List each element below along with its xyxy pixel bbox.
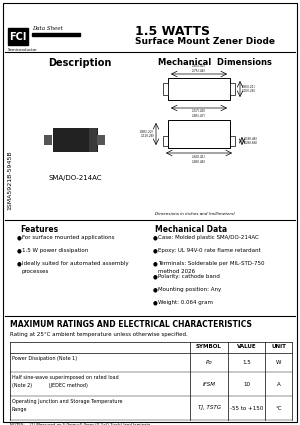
Text: 1.5 WATTS: 1.5 WATTS <box>135 25 210 38</box>
Text: Polarity: cathode band: Polarity: cathode band <box>158 274 220 279</box>
Text: Mechanical  Dimensions: Mechanical Dimensions <box>158 58 272 67</box>
Text: Range: Range <box>12 407 28 412</box>
Text: A: A <box>277 382 280 386</box>
Text: Ideally suited for automated assembly: Ideally suited for automated assembly <box>22 261 129 266</box>
Text: 1SMA5921B-5945B: 1SMA5921B-5945B <box>8 150 13 210</box>
Text: FCI: FCI <box>9 32 27 42</box>
Text: W: W <box>276 360 281 365</box>
Bar <box>163 83 168 95</box>
Text: Features: Features <box>20 225 58 234</box>
Text: (Note 2)           (JEDEC method): (Note 2) (JEDEC method) <box>12 383 88 388</box>
Text: ●: ● <box>153 235 158 240</box>
Bar <box>168 78 230 100</box>
Text: ●: ● <box>17 261 22 266</box>
Text: .083(.21)
.103(.26): .083(.21) .103(.26) <box>242 85 256 94</box>
Text: Operating Junction and Storage Temperature: Operating Junction and Storage Temperatu… <box>12 399 122 404</box>
Bar <box>44 135 52 145</box>
Text: Half sine-wave superimposed on rated load: Half sine-wave superimposed on rated loa… <box>12 375 119 380</box>
Text: Terminals: Solderable per MIL-STD-750: Terminals: Solderable per MIL-STD-750 <box>158 261 265 266</box>
Text: .157(.40)
.185(.47): .157(.40) .185(.47) <box>192 109 206 118</box>
Text: 1.5 W power dissipation: 1.5 W power dissipation <box>22 248 88 253</box>
Text: Dimensions in inches and (millimeters): Dimensions in inches and (millimeters) <box>155 212 235 216</box>
Text: IFSM: IFSM <box>202 382 215 386</box>
Text: -55 to +150: -55 to +150 <box>230 405 263 411</box>
Bar <box>32 33 80 36</box>
Text: Po: Po <box>206 360 212 365</box>
Text: ●: ● <box>153 287 158 292</box>
Bar <box>89 128 97 152</box>
Text: ●: ● <box>153 274 158 279</box>
Text: ●: ● <box>17 235 22 240</box>
Text: .165(.42)
.175(.44): .165(.42) .175(.44) <box>192 65 206 73</box>
Bar <box>168 120 230 148</box>
FancyBboxPatch shape <box>8 28 28 45</box>
Bar <box>230 136 235 146</box>
Bar <box>163 136 168 146</box>
Text: SMA/DO-214AC: SMA/DO-214AC <box>48 175 102 181</box>
Bar <box>230 83 235 95</box>
Text: Power Dissipation (Note 1): Power Dissipation (Note 1) <box>12 356 77 361</box>
Text: Mechanical Data: Mechanical Data <box>155 225 227 234</box>
Text: MAXIMUM RATINGS AND ELECTRICAL CHARACTERISTICS: MAXIMUM RATINGS AND ELECTRICAL CHARACTER… <box>10 320 252 329</box>
Text: processes: processes <box>22 269 50 274</box>
Text: TJ, TSTG: TJ, TSTG <box>197 405 220 411</box>
Text: Case: Molded plastic SMA/DO-214AC: Case: Molded plastic SMA/DO-214AC <box>158 235 259 240</box>
Text: UNIT: UNIT <box>271 344 286 349</box>
Text: .018(.46)
.026(.66): .018(.46) .026(.66) <box>244 137 258 145</box>
Text: ●: ● <box>17 248 22 253</box>
Text: SYMBOL: SYMBOL <box>196 344 222 349</box>
Text: Epoxy: UL 94V-0 rate flame retardant: Epoxy: UL 94V-0 rate flame retardant <box>158 248 261 253</box>
Text: Surface Mount Zener Diode: Surface Mount Zener Diode <box>135 37 275 46</box>
Text: Rating at 25°C ambient temperature unless otherwise specified.: Rating at 25°C ambient temperature unles… <box>10 332 188 337</box>
Text: .160(.41)
.180(.46): .160(.41) .180(.46) <box>192 155 206 164</box>
Text: Weight: 0.064 gram: Weight: 0.064 gram <box>158 300 213 305</box>
Text: ●: ● <box>153 261 158 266</box>
Text: For surface mounted applications: For surface mounted applications <box>22 235 115 240</box>
Text: Description: Description <box>48 58 112 68</box>
Text: 10: 10 <box>243 382 250 386</box>
Text: NOTES:    (1) Measured on 5.0mm×5.0mm (0.2×0.2inch) land laminate.
          (2): NOTES: (1) Measured on 5.0mm×5.0mm (0.2×… <box>10 423 253 425</box>
Text: ●: ● <box>153 300 158 305</box>
Bar <box>53 128 98 152</box>
Text: °C: °C <box>275 405 282 411</box>
Text: 1.5: 1.5 <box>242 360 251 365</box>
Text: Mounting position: Any: Mounting position: Any <box>158 287 221 292</box>
Bar <box>97 135 105 145</box>
Text: VALUE: VALUE <box>237 344 256 349</box>
Text: ●: ● <box>153 248 158 253</box>
Text: .085(.22)
.110(.28): .085(.22) .110(.28) <box>140 130 154 138</box>
Text: method 2026: method 2026 <box>158 269 195 274</box>
Text: Semiconductor: Semiconductor <box>8 48 38 52</box>
Text: Data Sheet: Data Sheet <box>32 26 63 31</box>
